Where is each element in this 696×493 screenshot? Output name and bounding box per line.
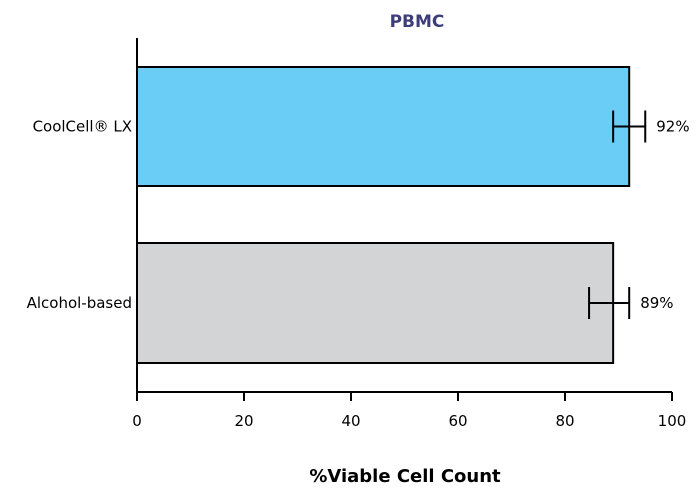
- bar: [136, 66, 631, 187]
- x-tick-label: 40: [341, 412, 360, 430]
- x-axis-label: %Viable Cell Count: [309, 466, 501, 487]
- x-axis: 0 20 40 60 80 100: [132, 38, 686, 430]
- bar: [136, 242, 615, 364]
- data-label: 92%: [656, 118, 689, 136]
- x-tick-label: 100: [658, 412, 687, 430]
- bar-group: CoolCell® LX 92%: [33, 66, 690, 187]
- x-tick-label: 60: [448, 412, 467, 430]
- x-tick-label: 20: [234, 412, 253, 430]
- data-label: 89%: [640, 294, 673, 312]
- x-tick-label: 0: [132, 412, 142, 430]
- chart-title: PBMC: [390, 12, 445, 32]
- category-label: CoolCell® LX: [33, 118, 132, 136]
- bars-layer: CoolCell® LX 92% Alcohol-based 89%: [27, 66, 690, 364]
- x-tick-label: 80: [555, 412, 574, 430]
- bar-group: Alcohol-based 89%: [27, 242, 674, 364]
- category-label: Alcohol-based: [27, 294, 132, 312]
